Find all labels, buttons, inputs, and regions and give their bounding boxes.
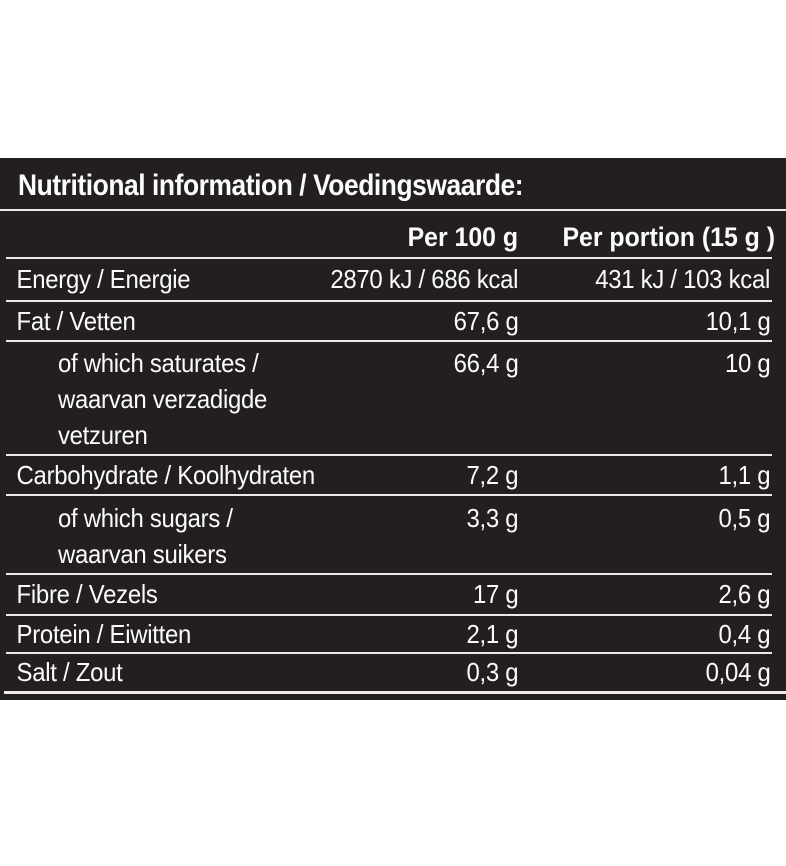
nutrient-row-energy: Energy / Energie 2870 kJ / 686 kcal 431 … bbox=[0, 259, 786, 300]
row-label: Protein / Eiwitten bbox=[16, 619, 192, 649]
row-label: Salt / Zout bbox=[16, 657, 123, 687]
value-portion: 1,1 g bbox=[718, 460, 770, 490]
value-per100: 7,2 g bbox=[466, 460, 518, 490]
row-separator bbox=[6, 573, 772, 575]
row-label: of which saturates / bbox=[57, 348, 259, 378]
row-label: Carbohydrate / Koolhydraten bbox=[16, 460, 316, 490]
nutrient-row-sugars: of which sugars / waarvan suikers 3,3 g … bbox=[0, 496, 786, 573]
row-separator bbox=[6, 300, 772, 302]
column-header-portion: Per portion (15 g ) bbox=[562, 222, 775, 252]
value-portion: 10 g bbox=[724, 348, 771, 378]
value-portion: 431 kJ / 103 kcal bbox=[595, 264, 770, 294]
value-portion: 0,4 g bbox=[718, 619, 770, 649]
value-portion: 10,1 g bbox=[705, 306, 770, 336]
row-separator bbox=[6, 340, 772, 342]
value-portion: 0,5 g bbox=[718, 503, 770, 533]
nutrient-row-fat: Fat / Vetten 67,6 g 10,1 g bbox=[0, 302, 786, 340]
row-sublabel-line: vetzuren bbox=[57, 420, 148, 450]
nutrient-row-salt: Salt / Zout 0,3 g 0,04 g bbox=[0, 654, 786, 691]
value-per100: 0,3 g bbox=[466, 657, 518, 687]
nutrient-row-saturates: of which saturates / waarvan verzadigde … bbox=[0, 342, 786, 454]
header-separator bbox=[6, 257, 772, 259]
value-per100: 17 g bbox=[472, 579, 519, 609]
panel-title: Nutritional information / Voedingswaarde… bbox=[18, 169, 524, 202]
row-label: Fibre / Vezels bbox=[16, 579, 158, 609]
value-per100: 2,1 g bbox=[466, 619, 518, 649]
row-label: Fat / Vetten bbox=[16, 306, 136, 336]
value-portion: 0,04 g bbox=[705, 657, 770, 687]
value-per100: 67,6 g bbox=[453, 306, 518, 336]
bottom-separator bbox=[4, 691, 786, 694]
row-sublabel-line: waarvan suikers bbox=[57, 539, 227, 569]
value-per100: 66,4 g bbox=[453, 348, 518, 378]
row-separator bbox=[6, 454, 772, 456]
value-per100: 2870 kJ / 686 kcal bbox=[330, 264, 518, 294]
row-label: Energy / Energie bbox=[16, 264, 191, 294]
column-header-row: Per 100 g Per portion (15 g ) bbox=[0, 222, 786, 252]
column-header-per100: Per 100 g bbox=[407, 222, 518, 252]
row-label: of which sugars / bbox=[57, 503, 233, 533]
nutrient-row-protein: Protein / Eiwitten 2,1 g 0,4 g bbox=[0, 616, 786, 652]
row-separator bbox=[6, 614, 772, 616]
row-separator bbox=[6, 494, 772, 496]
row-separator bbox=[6, 652, 772, 654]
nutrient-row-carbohydrate: Carbohydrate / Koolhydraten 7,2 g 1,1 g bbox=[0, 456, 786, 494]
value-per100: 3,3 g bbox=[466, 503, 518, 533]
row-sublabel-line: waarvan verzadigde bbox=[57, 384, 268, 414]
nutrition-panel: Nutritional information / Voedingswaarde… bbox=[0, 158, 786, 700]
value-portion: 2,6 g bbox=[718, 579, 770, 609]
nutrient-row-fibre: Fibre / Vezels 17 g 2,6 g bbox=[0, 575, 786, 614]
title-separator bbox=[0, 209, 786, 211]
